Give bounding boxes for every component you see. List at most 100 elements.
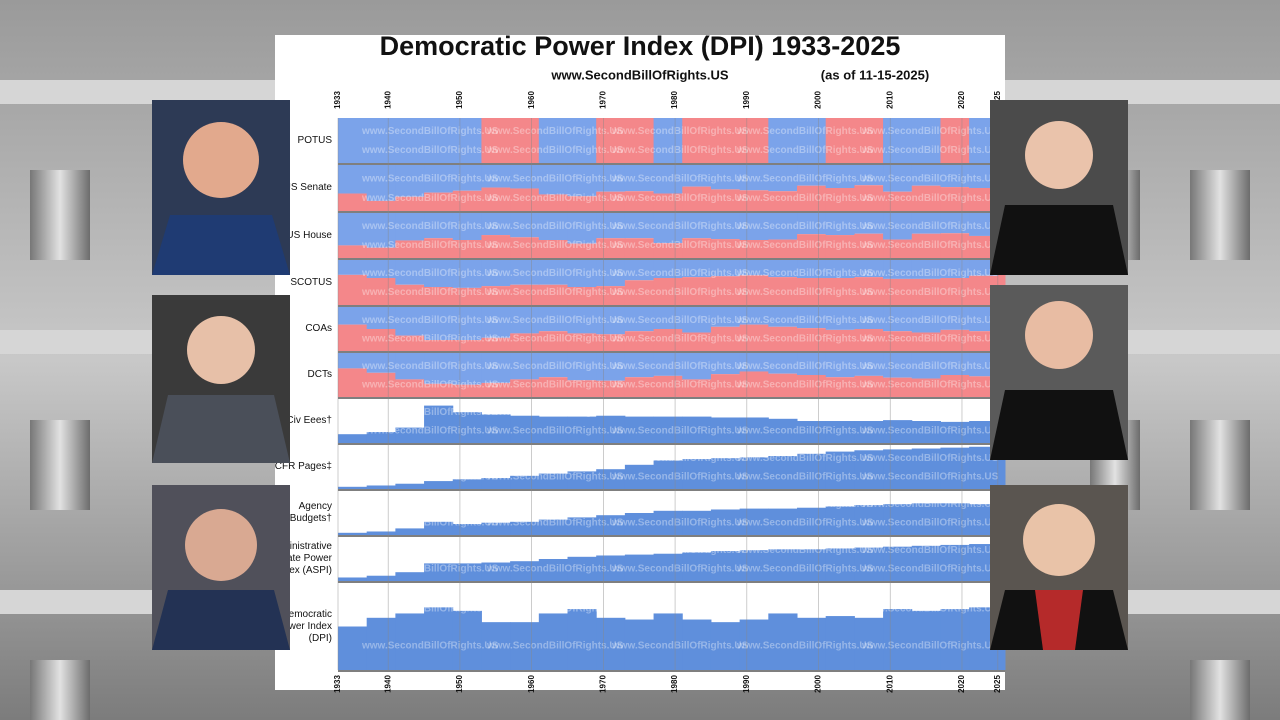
x-tick-label: 2020 — [957, 91, 966, 109]
republican-share — [538, 194, 569, 211]
portrait — [990, 285, 1128, 460]
watermark: www.SecondBillOfRights.US — [736, 126, 874, 137]
watermark: www.SecondBillOfRights.US — [611, 517, 749, 528]
area-step — [768, 549, 798, 581]
democratic-share — [739, 213, 769, 240]
portrait — [990, 485, 1128, 650]
panel-label: COAs — [305, 323, 332, 334]
watermark: www.SecondBillOfRights.US — [361, 545, 499, 556]
area-step — [538, 559, 569, 581]
republican-share — [768, 326, 798, 351]
watermark: www.SecondBillOfRights.US — [736, 333, 874, 344]
republican-share — [366, 278, 396, 305]
area-step — [854, 547, 884, 581]
area-step — [883, 449, 913, 489]
chart-subtitle: www.SecondBillOfRights.US — [550, 67, 729, 82]
area-step — [682, 459, 712, 489]
watermark: www.SecondBillOfRights.US — [736, 173, 874, 184]
area-step — [510, 521, 540, 535]
democratic-share — [366, 213, 396, 248]
democratic-share — [940, 260, 970, 278]
watermark: www.SecondBillOfRights.US — [861, 240, 999, 251]
area-step — [797, 549, 827, 581]
area-step — [538, 519, 569, 535]
watermark: www.SecondBillOfRights.US — [361, 563, 499, 574]
chart-annotation: (as of 11-15-2025) — [821, 67, 929, 82]
x-tick-label: 1980 — [670, 675, 679, 693]
area-step — [481, 522, 511, 535]
democratic-share — [538, 353, 569, 378]
panel-label: Administrative State Power Index (ASPI) — [269, 541, 332, 576]
republican-share — [510, 188, 540, 211]
watermark: www.SecondBillOfRights.US — [611, 640, 749, 651]
republican-share — [424, 192, 454, 211]
area-step — [883, 504, 913, 535]
watermark: www.SecondBillOfRights.US — [486, 333, 624, 344]
republican-share — [338, 245, 368, 258]
republican-share — [567, 380, 597, 397]
watermark: www.SecondBillOfRights.US — [861, 193, 999, 204]
watermark: www.SecondBillOfRights.US — [861, 221, 999, 232]
watermark: www.SecondBillOfRights.US — [611, 193, 749, 204]
area-step — [338, 577, 368, 581]
democratic-share — [653, 165, 683, 194]
democratic-share — [338, 118, 482, 163]
x-tick-label: 1970 — [598, 675, 607, 693]
democratic-share — [883, 353, 913, 378]
republican-share — [797, 278, 827, 305]
watermark: www.SecondBillOfRights.US — [861, 640, 999, 651]
watermark: www.SecondBillOfRights.US — [611, 361, 749, 372]
area-step — [452, 610, 482, 670]
democratic-share — [768, 353, 798, 374]
panel-label: Agency Budgets† — [289, 501, 332, 524]
area-step — [424, 481, 454, 489]
area-step — [338, 532, 368, 535]
democratic-share — [825, 213, 855, 236]
watermark: www.SecondBillOfRights.US — [611, 563, 749, 574]
watermark: www.SecondBillOfRights.US — [361, 499, 499, 510]
area-step — [911, 545, 941, 581]
democratic-share — [710, 165, 741, 190]
panels — [338, 118, 1006, 670]
area-step — [653, 553, 683, 581]
area-step — [624, 464, 655, 489]
watermark: www.SecondBillOfRights.US — [611, 471, 749, 482]
watermark: www.SecondBillOfRights.US — [486, 287, 624, 298]
watermark: www.SecondBillOfRights.US — [611, 453, 749, 464]
area-step — [481, 414, 511, 443]
chart-title: Democratic Power Index (DPI) 1933-2025 — [380, 31, 901, 61]
republican-share — [452, 340, 482, 351]
watermark: www.SecondBillOfRights.US — [361, 315, 499, 326]
republican-share — [739, 324, 769, 351]
republican-share — [538, 240, 569, 258]
area-step — [825, 421, 855, 443]
watermark: www.SecondBillOfRights.US — [861, 499, 999, 510]
republican-share — [481, 382, 511, 397]
republican-share — [682, 186, 712, 211]
republican-share — [940, 187, 970, 211]
watermark: www.SecondBillOfRights.US — [736, 499, 874, 510]
democratic-share — [825, 307, 855, 330]
watermark: www.SecondBillOfRights.US — [736, 287, 874, 298]
democratic-share — [567, 165, 597, 197]
democratic-share — [883, 118, 941, 163]
area-step — [825, 506, 855, 535]
watermark: www.SecondBillOfRights.US — [861, 361, 999, 372]
republican-share — [338, 324, 368, 351]
watermark: www.SecondBillOfRights.US — [361, 471, 499, 482]
democratic-share — [452, 213, 482, 240]
x-tick-label: 2000 — [814, 675, 823, 693]
portrait — [152, 485, 290, 650]
democratic-share — [653, 213, 683, 244]
watermark: www.SecondBillOfRights.US — [361, 193, 499, 204]
republican-share — [424, 287, 454, 305]
watermark: www.SecondBillOfRights.US — [861, 315, 999, 326]
area-step — [424, 405, 454, 443]
area-step — [710, 417, 741, 443]
area-step — [424, 521, 454, 535]
watermark: www.SecondBillOfRights.US — [736, 640, 874, 651]
democratic-share — [338, 213, 368, 246]
democratic-share — [653, 307, 683, 329]
watermark: www.SecondBillOfRights.US — [361, 173, 499, 184]
republican-share — [424, 238, 454, 258]
